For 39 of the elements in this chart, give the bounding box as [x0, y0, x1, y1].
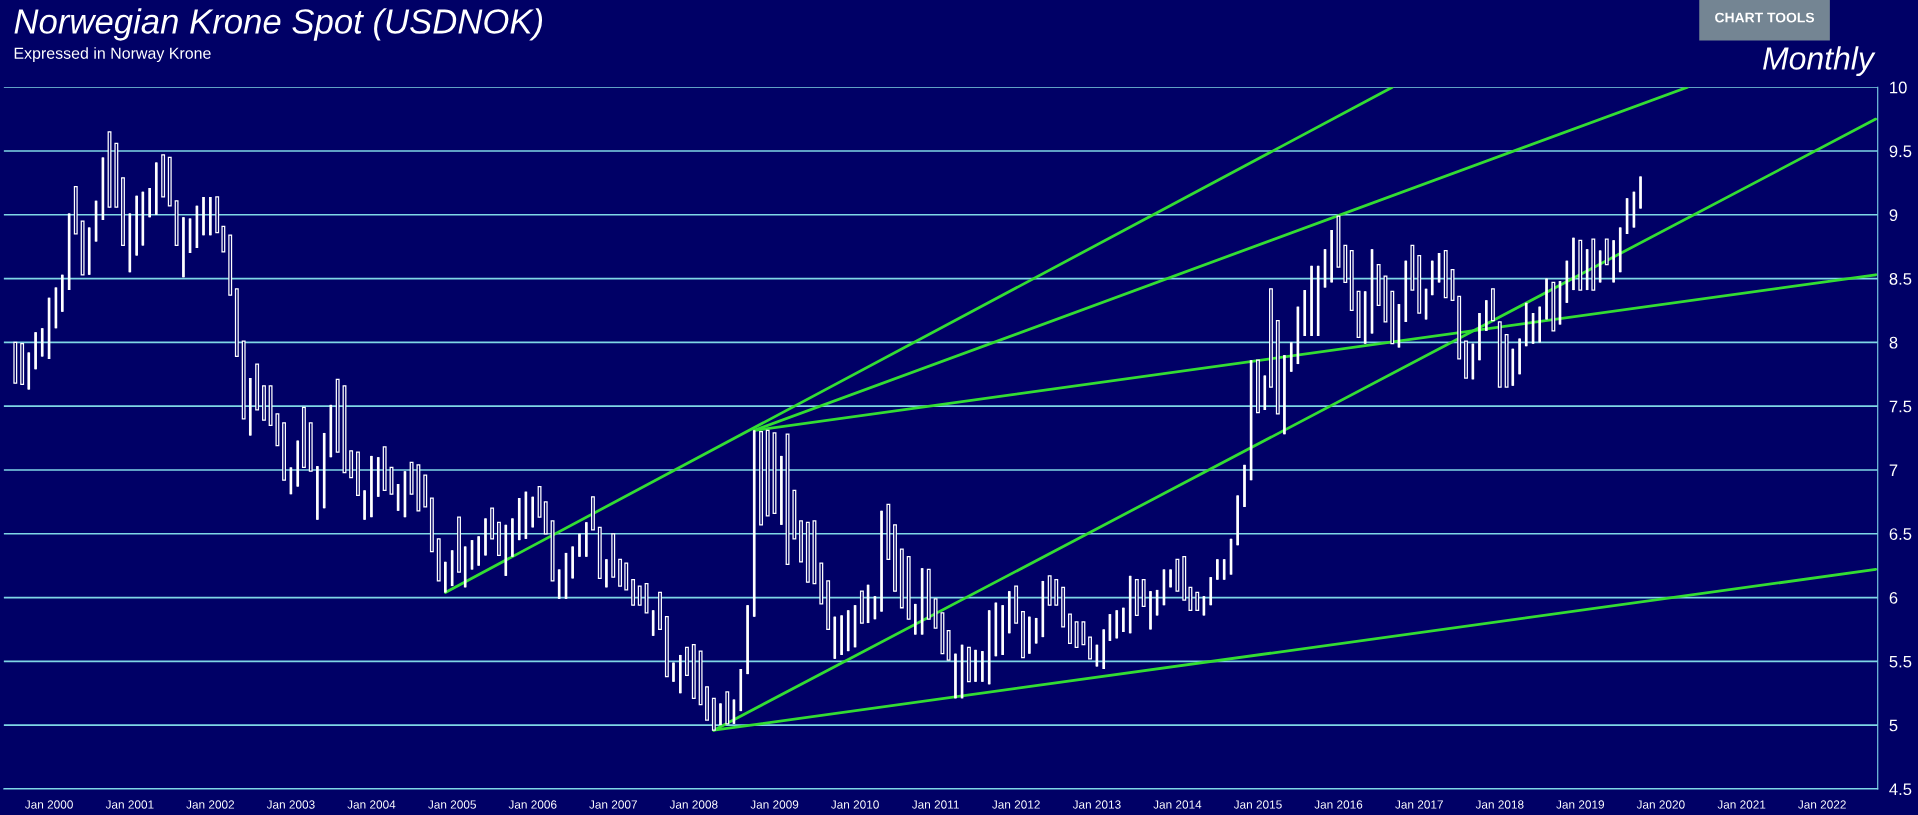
x-tick-label: Jan 2003: [266, 800, 315, 809]
y-tick-label: 9.5: [1889, 145, 1912, 158]
x-tick-label: Jan 2007: [589, 800, 637, 809]
x-tick-label: Jan 2019: [1556, 800, 1605, 809]
y-tick-label: 5: [1889, 719, 1898, 732]
y-tick-label: 5.5: [1889, 655, 1912, 668]
y-tick-label: 9: [1889, 209, 1898, 221]
chart-subtitle: Expressed in Norway Krone: [14, 47, 211, 63]
x-tick-label: Jan 2022: [1798, 800, 1846, 809]
x-tick-label: Jan 2011: [911, 800, 959, 809]
x-tick-label: Jan 2016: [1314, 800, 1363, 809]
x-tick-label: Jan 2000: [24, 800, 73, 809]
x-tick-label: Jan 2001: [105, 800, 154, 809]
x-tick-label: Jan 2018: [1475, 800, 1524, 809]
x-tick-label: Jan 2012: [992, 800, 1040, 809]
y-tick-label: 7.5: [1889, 400, 1912, 413]
x-tick-label: Jan 2005: [428, 800, 476, 809]
x-tick-label: Jan 2006: [508, 800, 557, 809]
y-tick-label: 8.5: [1889, 272, 1912, 285]
text: Monthly: [1763, 46, 1876, 77]
x-tick-label: Jan 2008: [669, 800, 718, 809]
x-tick-label: Jan 2002: [186, 800, 235, 809]
x-tick-label: Jan 2020: [1636, 800, 1685, 809]
chart-title: Norwegian Krone Spot (USDNOK): [14, 8, 543, 41]
x-tick-label: Jan 2010: [830, 800, 879, 809]
y-tick-label: 10: [1890, 81, 1907, 94]
x-tick-label: Jan 2015: [1233, 800, 1282, 809]
text: CHART TOOLS: [1715, 12, 1815, 23]
x-tick-label: Jan 2017: [1395, 800, 1443, 809]
y-tick-label: 6: [1889, 591, 1898, 604]
y-tick-label: 6.5: [1889, 528, 1912, 540]
x-tick-label: Jan 2021: [1717, 800, 1766, 809]
x-tick-label: Jan 2014: [1153, 800, 1202, 809]
x-tick-label: Jan 2013: [1072, 800, 1121, 809]
y-tick-label: 8: [1889, 336, 1898, 349]
y-tick-label: 4.5: [1889, 783, 1912, 796]
y-tick-label: 7: [1889, 464, 1898, 476]
x-tick-label: Jan 2004: [347, 800, 396, 809]
x-tick-label: Jan 2009: [750, 800, 799, 809]
